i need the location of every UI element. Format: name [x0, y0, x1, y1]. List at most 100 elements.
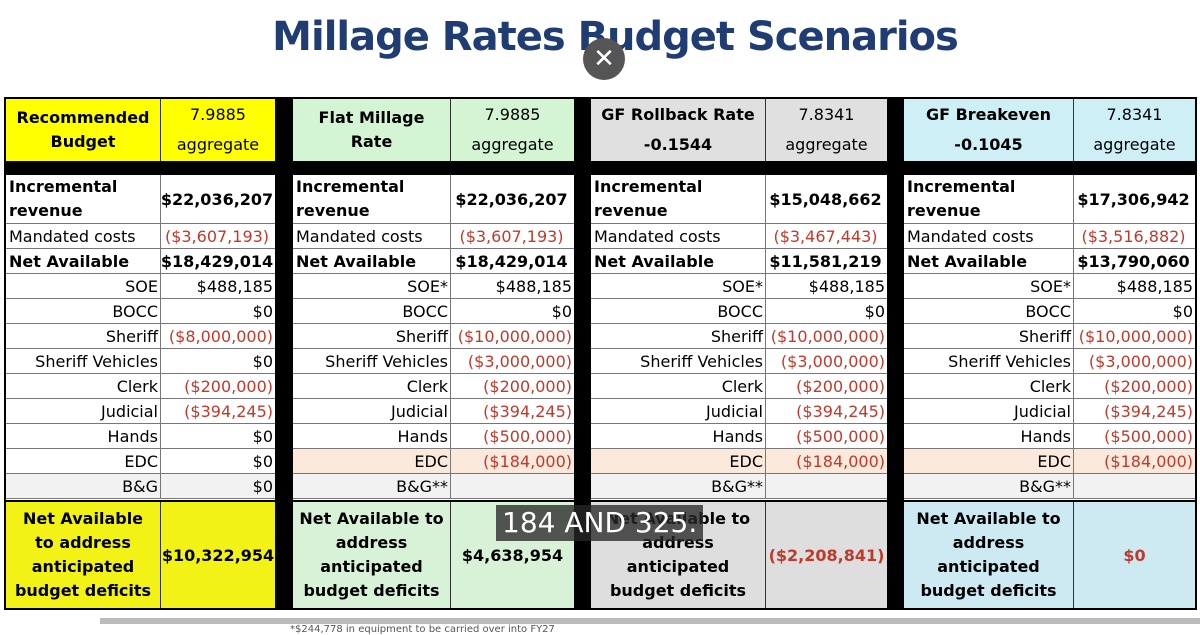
scenario-rate: 7.8341 aggregate [766, 99, 887, 161]
scenario-name-text: GF Breakeven [925, 105, 1052, 124]
row-value: $13,790,060 [1077, 251, 1190, 271]
row-label: Net Available [904, 249, 1074, 273]
row-label: Sheriff [293, 324, 451, 348]
table-row: BOCC $0 [293, 299, 574, 324]
row-value: ($394,245) [184, 401, 273, 421]
table-row: Sheriff ($10,000,000) [904, 324, 1195, 349]
table-row: Hands ($500,000) [591, 424, 887, 449]
row-label: BOCC [293, 299, 451, 323]
table-row: BOCC $0 [904, 299, 1195, 324]
row-label: Incremental revenue [293, 175, 451, 223]
close-icon[interactable]: ✕ [583, 38, 625, 80]
table-row: Net Available $18,429,014 [6, 249, 275, 274]
row-value: ($3,516,882) [1081, 226, 1186, 246]
row-label: Judicial [591, 399, 766, 423]
row-label: Clerk [6, 374, 161, 398]
rate-note: aggregate [785, 135, 868, 154]
scenario-rate-change: -0.1544 [643, 135, 713, 154]
row-label: B&G** [591, 474, 766, 498]
scenario-header: Flat Millage Rate 7.9885 aggregate [293, 99, 574, 163]
table-row: B&G** [904, 474, 1195, 499]
row-value: $0 [252, 451, 273, 471]
video-progress-bar[interactable] [0, 618, 1200, 624]
scenario-block: Flat Millage Rate 7.9885 aggregate Incremen… [291, 97, 576, 610]
table-row: Judicial ($394,245) [293, 399, 574, 424]
row-label: Sheriff [904, 324, 1074, 348]
table-row: B&G** [591, 474, 887, 499]
footer-value: ($2,208,841) [766, 502, 887, 608]
row-label: Net Available [591, 249, 766, 273]
row-value: ($184,000) [483, 451, 572, 471]
row-label: Hands [293, 424, 451, 448]
row-label: EDC [6, 449, 161, 473]
row-value: $0 [551, 301, 572, 321]
table-row: Hands ($500,000) [904, 424, 1195, 449]
footer-value: $0 [1074, 502, 1195, 608]
row-value: ($3,000,000) [467, 351, 572, 371]
row-label: BOCC [591, 299, 766, 323]
table-row: Clerk ($200,000) [293, 374, 574, 399]
row-label: Net Available [6, 249, 161, 273]
row-value: ($3,607,193) [164, 226, 270, 246]
table-row: Clerk ($200,000) [591, 374, 887, 399]
table-row: Judicial ($394,245) [591, 399, 887, 424]
scenario-rate: 7.9885 aggregate [161, 99, 275, 161]
row-value: $488,185 [495, 276, 572, 296]
table-row: Sheriff ($8,000,000) [6, 324, 275, 349]
footer-row: Net Available to address anticipated bud… [904, 500, 1195, 608]
footer-label: Net Available to address anticipated bud… [293, 502, 451, 608]
table-row: EDC ($184,000) [591, 449, 887, 474]
rate-value: 7.8341 [798, 105, 855, 124]
scenario-name: GF Rollback Rate -0.1544 [591, 99, 766, 161]
row-label: Judicial [293, 399, 451, 423]
table-row: Net Available $11,581,219 [591, 249, 887, 274]
table-row: Sheriff ($10,000,000) [591, 324, 887, 349]
row-value: ($3,000,000) [1088, 351, 1193, 371]
scenario-rate: 7.9885 aggregate [451, 99, 574, 161]
row-label: Hands [591, 424, 766, 448]
row-label: Incremental revenue [904, 175, 1074, 223]
table-row: SOE* $488,185 [293, 274, 574, 299]
row-value: ($184,000) [796, 451, 885, 471]
table-row: Judicial ($394,245) [6, 399, 275, 424]
table-row: Sheriff Vehicles ($3,000,000) [904, 349, 1195, 374]
row-label: EDC [591, 449, 766, 473]
scenario-name: Flat Millage Rate [293, 99, 451, 161]
row-value: ($200,000) [184, 376, 273, 396]
scenario-header: Recommended Budget 7.9885 aggregate [6, 99, 275, 163]
row-value: ($394,245) [483, 401, 572, 421]
row-value: $488,185 [808, 276, 885, 296]
table-row: Net Available $13,790,060 [904, 249, 1195, 274]
row-value: ($10,000,000) [1078, 326, 1193, 346]
row-label: SOE* [293, 274, 451, 298]
row-label: Mandated costs [591, 224, 766, 248]
row-label: Net Available [293, 249, 451, 273]
row-label: Clerk [904, 374, 1074, 398]
table-row: Sheriff Vehicles ($3,000,000) [591, 349, 887, 374]
row-label: Clerk [591, 374, 766, 398]
table-row: Hands ($500,000) [293, 424, 574, 449]
row-value: $0 [252, 476, 273, 496]
row-label: Judicial [6, 399, 161, 423]
scenario-name-text: Flat Millage Rate [318, 108, 425, 151]
footer-row: Net Available to address anticipated bud… [293, 500, 574, 608]
block-divider [277, 97, 291, 610]
footer-row: Net Available to address anticipated bud… [6, 500, 275, 608]
scenario-name: GF Breakeven -0.1045 [904, 99, 1074, 161]
block-divider [576, 97, 589, 610]
row-label: Incremental revenue [591, 175, 766, 223]
row-label: Mandated costs [904, 224, 1074, 248]
table-row: Mandated costs ($3,467,443) [591, 224, 887, 249]
table-row: Incremental revenue $22,036,207 [6, 175, 275, 224]
table-row: Clerk ($200,000) [904, 374, 1195, 399]
table-row: Judicial ($394,245) [904, 399, 1195, 424]
row-label: BOCC [6, 299, 161, 323]
table-row: EDC ($184,000) [293, 449, 574, 474]
row-value: $488,185 [196, 276, 273, 296]
row-value: $17,306,942 [1077, 189, 1190, 209]
table-row: Incremental revenue $22,036,207 [293, 175, 574, 224]
table-row: SOE* $488,185 [591, 274, 887, 299]
table-row: EDC ($184,000) [904, 449, 1195, 474]
row-value: ($394,245) [796, 401, 885, 421]
table-row: BOCC $0 [6, 299, 275, 324]
